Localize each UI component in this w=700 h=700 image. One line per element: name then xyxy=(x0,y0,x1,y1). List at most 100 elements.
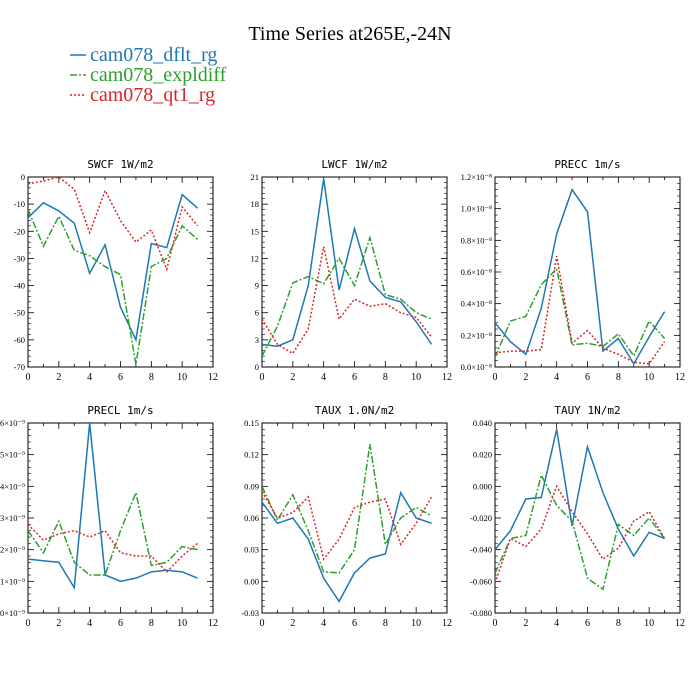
series-line xyxy=(28,523,199,573)
x-tick-label: 6 xyxy=(352,372,357,383)
series-line xyxy=(495,429,665,558)
y-tick-label: 6 xyxy=(255,308,259,318)
x-tick-label: 12 xyxy=(208,372,218,383)
x-tick-label: 10 xyxy=(177,618,187,629)
y-tick-label: -0.080 xyxy=(470,608,492,618)
series-line xyxy=(28,490,198,576)
x-tick-label: 6 xyxy=(585,372,590,383)
y-tick-label: 2×10⁻⁹ xyxy=(0,545,25,555)
series-line xyxy=(262,491,433,561)
series-line xyxy=(28,193,199,343)
x-tick-label: 4 xyxy=(87,618,92,629)
chart-panel: PRECL 1m/s 0 2 4 6 8 10 12 0×10⁻⁹ 1×10⁻⁹ 2×10⁻⁹ 3×1… xyxy=(0,404,218,629)
y-tick-label: 0.000 xyxy=(473,481,492,491)
series-line xyxy=(28,423,198,590)
panel-title: LWCF 1W/m2 xyxy=(321,158,387,171)
x-tick-label: 8 xyxy=(383,372,388,383)
y-tick-label: 12 xyxy=(251,253,260,263)
x-tick-label: 10 xyxy=(644,372,654,383)
x-tick-label: 2 xyxy=(56,618,61,629)
series-line xyxy=(495,256,666,365)
series-line xyxy=(262,234,432,357)
y-tick-label: -40 xyxy=(14,281,25,291)
series-line xyxy=(495,188,666,366)
x-tick-label: 10 xyxy=(177,372,187,383)
y-tick-label: 0.00 xyxy=(244,576,259,586)
chart-panel: TAUY 1N/m2 0 2 4 6 8 10 12 -0.080 -0.060 -0.040 -0.… xyxy=(470,404,685,629)
x-tick-label: 4 xyxy=(554,372,559,383)
legend-label: cam078_dflt_rg xyxy=(90,44,217,66)
x-tick-label: 2 xyxy=(523,372,528,383)
x-tick-label: 2 xyxy=(290,618,295,629)
panel-title: TAUX 1.0N/m2 xyxy=(315,404,394,417)
y-tick-label: 0.040 xyxy=(473,418,492,428)
y-tick-label: -0.020 xyxy=(470,513,492,523)
x-tick-label: 12 xyxy=(442,618,452,629)
series-line xyxy=(28,177,199,272)
y-tick-label: -20 xyxy=(14,226,25,236)
x-tick-label: 6 xyxy=(118,618,123,629)
x-tick-label: 4 xyxy=(321,372,326,383)
x-tick-label: 2 xyxy=(523,618,528,629)
chart-panel: TAUX 1.0N/m2 0 2 4 6 8 10 12 -0.03 0.00 0.03 0.06 0.… xyxy=(241,404,452,629)
x-tick-label: 0 xyxy=(26,372,31,383)
x-tick-label: 2 xyxy=(290,372,295,383)
y-tick-label: 0.2×10⁻⁸ xyxy=(461,330,492,340)
chart-panel: PRECC 1m/s 0 2 4 6 8 10 12 0.0×10⁻⁸ 0.2×10⁻⁸ 0.4×1… xyxy=(461,158,685,383)
y-tick-label: 18 xyxy=(251,199,260,209)
y-tick-label: -0.060 xyxy=(470,576,492,586)
legend-label: cam078_qt1_rg xyxy=(90,84,215,106)
y-tick-label: -10 xyxy=(14,199,25,209)
series-line xyxy=(495,484,666,584)
x-tick-label: 0 xyxy=(493,618,498,629)
y-tick-label: 1.2×10⁻⁸ xyxy=(461,172,492,182)
y-tick-label: 0.12 xyxy=(244,450,259,460)
y-tick-label: 21 xyxy=(251,172,260,182)
x-tick-label: 8 xyxy=(383,618,388,629)
legend: cam078_dflt_rgcam078_expldiffcam078_qt1_… xyxy=(70,44,227,106)
y-tick-label: 0.6×10⁻⁸ xyxy=(461,267,492,277)
x-tick-label: 6 xyxy=(352,618,357,629)
x-tick-label: 8 xyxy=(616,372,621,383)
y-tick-label: -70 xyxy=(14,362,25,372)
y-tick-label: 0 xyxy=(255,362,259,372)
y-tick-label: 15 xyxy=(251,226,260,236)
y-tick-label: -0.03 xyxy=(241,608,259,618)
y-tick-label: 0.03 xyxy=(244,545,259,555)
x-tick-label: 4 xyxy=(87,372,92,383)
y-tick-label: 0 xyxy=(21,172,25,182)
y-tick-label: 3 xyxy=(255,335,259,345)
y-tick-label: 9 xyxy=(255,281,259,291)
series-line xyxy=(262,490,432,603)
y-tick-label: 0.15 xyxy=(244,418,259,428)
chart-panels: SWCF 1W/m2 0 2 4 6 8 10 12 -70 -60 -50 -40 -30 -20 -10… xyxy=(0,158,685,629)
x-tick-label: 0 xyxy=(26,618,31,629)
x-tick-label: 4 xyxy=(321,618,326,629)
panel-title: SWCF 1W/m2 xyxy=(87,158,153,171)
x-tick-label: 2 xyxy=(56,372,61,383)
series-line xyxy=(262,443,432,574)
panel-title: PRECC 1m/s xyxy=(554,158,620,171)
panel-title: PRECL 1m/s xyxy=(87,404,153,417)
y-tick-label: 0.06 xyxy=(244,513,259,523)
x-tick-label: 12 xyxy=(675,618,685,629)
y-tick-label: 6×10⁻⁹ xyxy=(0,418,25,428)
y-tick-label: 0.0×10⁻⁸ xyxy=(461,362,492,372)
y-tick-label: 1.0×10⁻⁸ xyxy=(461,204,492,214)
x-tick-label: 8 xyxy=(149,618,154,629)
legend-label: cam078_expldiff xyxy=(90,64,227,86)
y-tick-label: -30 xyxy=(14,253,25,263)
x-tick-label: 8 xyxy=(616,618,621,629)
x-tick-label: 10 xyxy=(644,618,654,629)
x-tick-label: 0 xyxy=(260,618,265,629)
x-tick-label: 6 xyxy=(118,372,123,383)
x-tick-label: 6 xyxy=(585,618,590,629)
x-tick-label: 8 xyxy=(149,372,154,383)
y-tick-label: 0×10⁻⁹ xyxy=(0,608,25,618)
series-line xyxy=(495,473,666,591)
y-tick-label: 0.09 xyxy=(244,481,259,491)
x-tick-label: 10 xyxy=(411,618,421,629)
y-tick-label: -50 xyxy=(14,308,25,318)
